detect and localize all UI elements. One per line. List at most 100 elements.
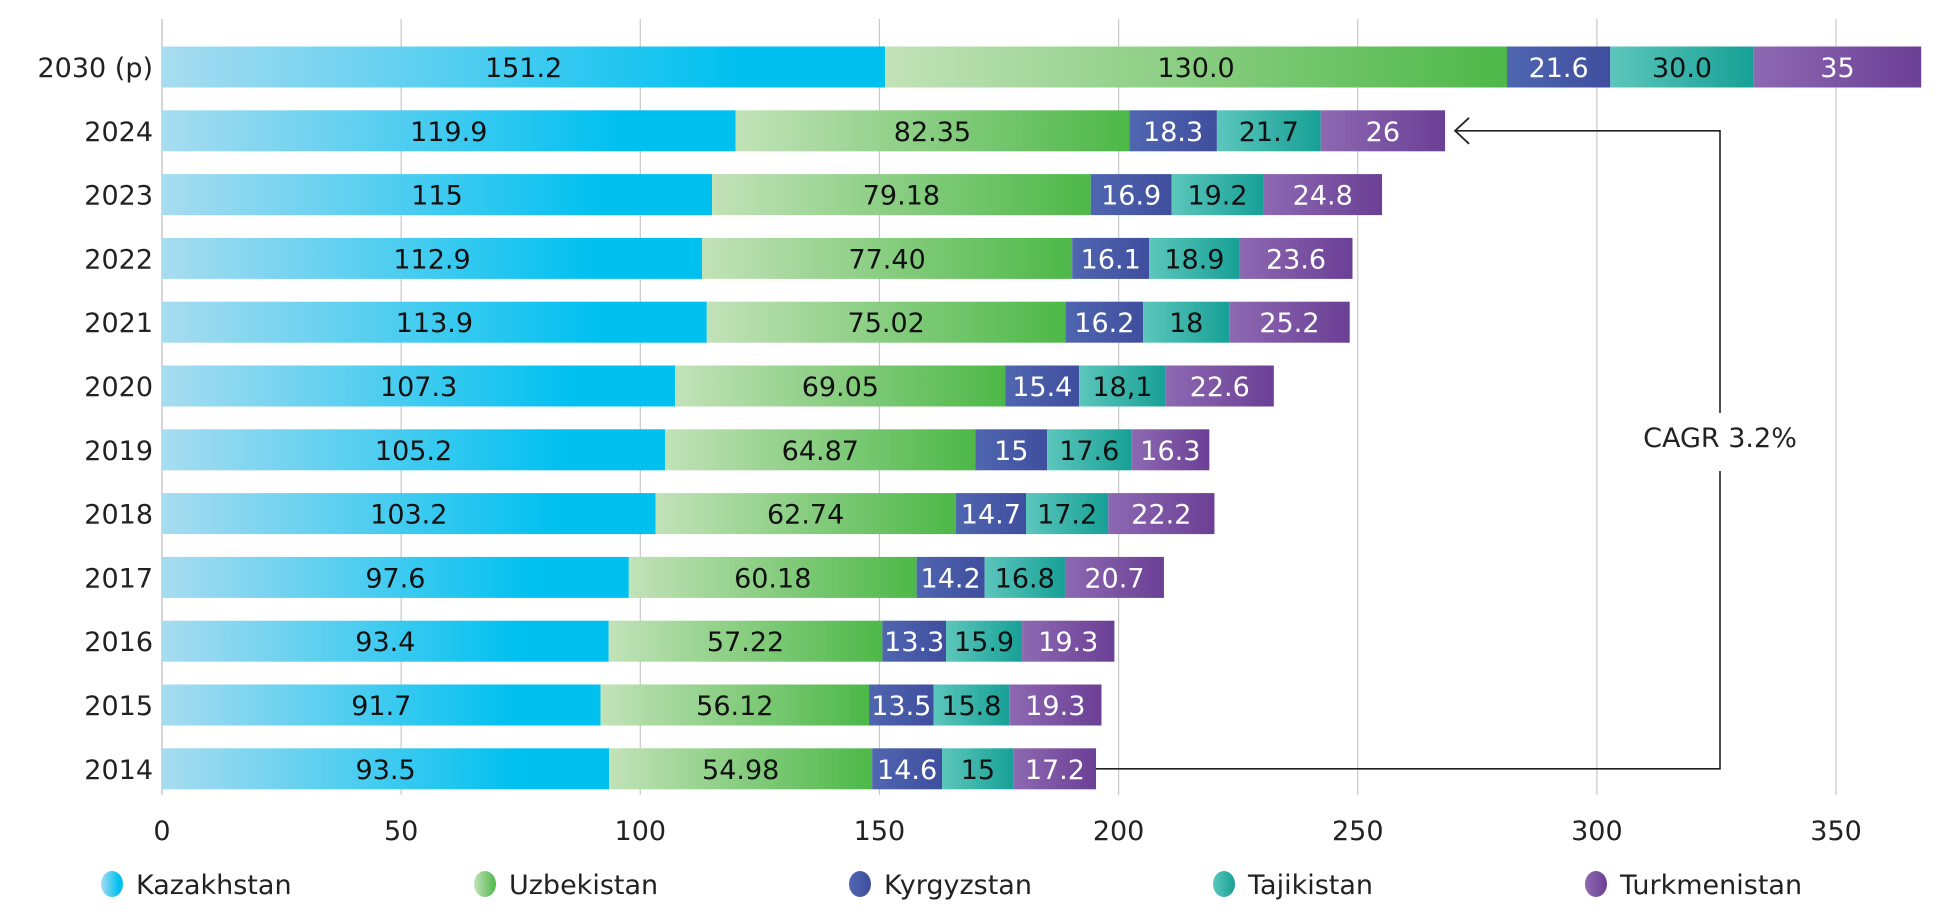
data-label: 57.22 (707, 627, 784, 658)
cagr-annotation: CAGR 3.2% (1096, 117, 1797, 770)
data-label: 16.9 (1101, 181, 1161, 212)
data-label: 105.2 (375, 436, 452, 467)
bar-segment-tajikistan (1143, 301, 1230, 343)
data-label: 69.05 (802, 372, 879, 403)
y-category-label: 2030 (p) (37, 53, 153, 84)
bar-segment-kazakhstan (162, 493, 656, 535)
legend-marker-icon (101, 871, 123, 897)
legend-marker-icon (1585, 871, 1607, 897)
bar-segment-kazakhstan (162, 620, 609, 662)
bar-segment-kazakhstan (162, 365, 676, 407)
x-tick-label: 100 (615, 816, 667, 847)
data-label: 77.40 (848, 244, 925, 275)
data-label: 18.3 (1143, 117, 1203, 148)
data-label: 62.74 (767, 500, 844, 531)
legend-marker-icon (1213, 871, 1235, 897)
bar-segment-turkmenistan (1064, 556, 1164, 598)
bar-segment-uzbekistan (885, 46, 1507, 88)
legend-label: Kyrgyzstan (884, 870, 1032, 901)
x-tick-label: 150 (854, 816, 906, 847)
data-label: 17.2 (1025, 755, 1085, 786)
cagr-line (1096, 471, 1721, 770)
y-category-label: 2016 (84, 627, 153, 658)
bar-segment-uzbekistan (655, 493, 956, 535)
legend-marker-icon (849, 871, 871, 897)
data-label: 21.6 (1529, 53, 1589, 84)
legend-label: Turkmenistan (1619, 870, 1802, 901)
data-label: 15.4 (1012, 372, 1072, 403)
bar-segment-tajikistan (1047, 429, 1132, 471)
data-label: 15.9 (954, 627, 1014, 658)
data-label: 115 (411, 181, 463, 212)
bar-segment-turkmenistan (1165, 365, 1274, 407)
bar-segment-kazakhstan (162, 237, 703, 279)
data-label: 93.4 (355, 627, 415, 658)
data-label: 20.7 (1084, 563, 1144, 594)
data-label: 54.98 (702, 755, 779, 786)
bar-segment-tajikistan (984, 556, 1065, 598)
bar-segment-kyrgyzstan (975, 429, 1048, 471)
data-label: 16.2 (1074, 308, 1134, 339)
data-label: 26 (1366, 117, 1400, 148)
data-label: 16.8 (995, 563, 1055, 594)
bar-segment-tajikistan (933, 684, 1010, 726)
bar-segment-kyrgyzstan (1005, 365, 1080, 407)
data-label: 15 (994, 436, 1028, 467)
bar-segment-kyrgyzstan (1090, 174, 1172, 216)
bar-segment-kazakhstan (162, 556, 629, 598)
data-label: 14.6 (877, 755, 937, 786)
data-label: 97.6 (365, 563, 425, 594)
bar-segment-kazakhstan (162, 110, 736, 152)
bar-segment-uzbekistan (608, 620, 883, 662)
data-label: 119.9 (410, 117, 487, 148)
bar-segment-turkmenistan (1239, 237, 1353, 279)
bar-segment-uzbekistan (706, 301, 1066, 343)
bar-segment-turkmenistan (1009, 684, 1102, 726)
bar-segment-turkmenistan (1320, 110, 1446, 152)
data-label: 14.2 (921, 563, 981, 594)
x-tick-label: 50 (384, 816, 418, 847)
data-label: 18.9 (1164, 244, 1224, 275)
data-label: 22.2 (1131, 500, 1191, 531)
bar-segment-tajikistan (1171, 174, 1264, 216)
x-tick-label: 350 (1810, 816, 1862, 847)
data-label: 22.6 (1190, 372, 1250, 403)
y-category-label: 2022 (84, 244, 153, 275)
bar-segment-turkmenistan (1013, 748, 1097, 790)
data-label: 19.3 (1038, 627, 1098, 658)
bar-segment-turkmenistan (1108, 493, 1215, 535)
bar-segment-kazakhstan (162, 684, 601, 726)
y-category-label: 2018 (84, 500, 153, 531)
x-tick-label: 250 (1332, 816, 1384, 847)
bar-segment-kyrgyzstan (882, 620, 947, 662)
legend-marker-icon (474, 871, 496, 897)
bar-segment-tajikistan (1610, 46, 1754, 88)
y-category-label: 2015 (84, 691, 153, 722)
bar-segment-turkmenistan (1131, 429, 1210, 471)
data-label: 16.1 (1081, 244, 1141, 275)
data-label: 64.87 (782, 436, 859, 467)
data-label: 15 (961, 755, 995, 786)
data-label: 21.7 (1239, 117, 1299, 148)
bar-segment-kazakhstan (162, 174, 713, 216)
bar-segment-tajikistan (1149, 237, 1240, 279)
bar-segment-kazakhstan (162, 46, 886, 88)
data-label: 17.2 (1037, 500, 1097, 531)
x-tick-label: 0 (153, 816, 170, 847)
bar-segment-tajikistan (946, 620, 1023, 662)
bar-segment-uzbekistan (675, 365, 1006, 407)
x-axis-labels: 0 50 100 150 200 250 300 350 (153, 816, 1861, 847)
bar-segment-turkmenistan (1022, 620, 1115, 662)
legend-label: Kazakhstan (136, 870, 292, 901)
y-category-label: 2021 (84, 308, 153, 339)
bar-segment-kyrgyzstan (1072, 237, 1150, 279)
y-category-label: 2020 (84, 372, 153, 403)
cagr-label: CAGR 3.2% (1643, 423, 1797, 454)
bar-segment-kyrgyzstan (955, 493, 1027, 535)
bar-segment-uzbekistan (665, 429, 976, 471)
data-label: 25.2 (1259, 308, 1319, 339)
bar-segment-kyrgyzstan (916, 556, 985, 598)
data-label: 60.18 (734, 563, 811, 594)
data-label: 18,1 (1092, 372, 1152, 403)
bar-segment-turkmenistan (1229, 301, 1350, 343)
